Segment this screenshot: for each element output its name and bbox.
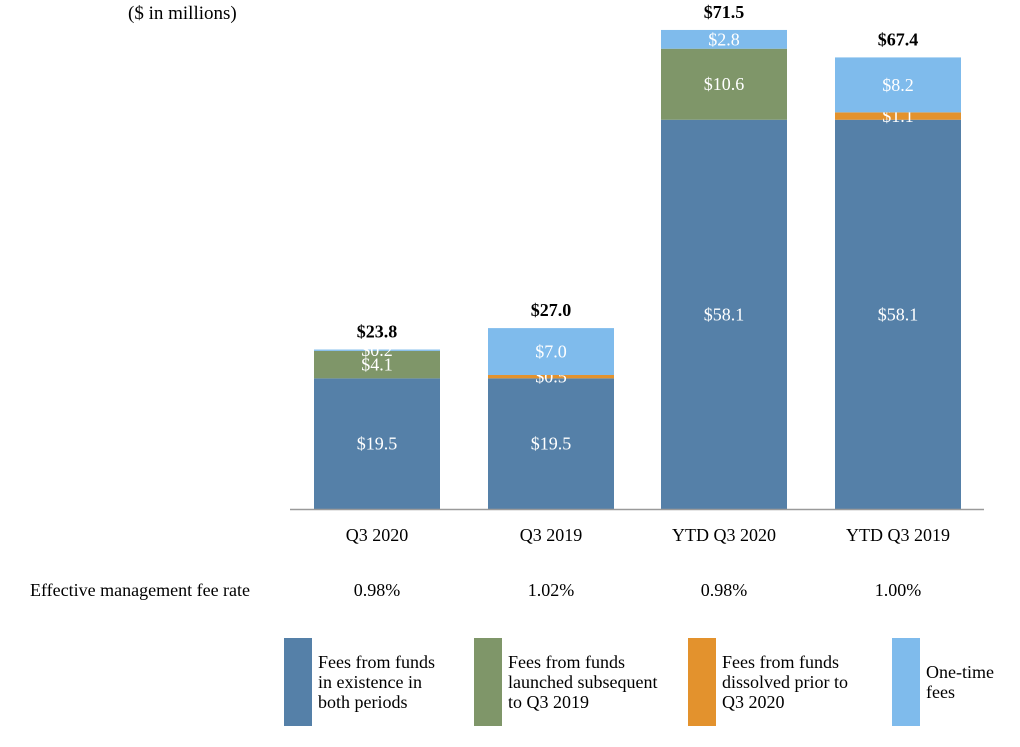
category-tick-label: Q3 2020 <box>346 525 409 545</box>
segment-value-label: $19.5 <box>357 434 398 454</box>
fee-rate-q3-2019: 1.02% <box>527 580 575 600</box>
bar-segment <box>488 375 614 379</box>
bar-segment <box>835 119 961 509</box>
category-tick-label: Q3 2019 <box>520 525 583 545</box>
legend-swatch <box>284 638 312 726</box>
bar-total-label: $27.0 <box>531 300 572 320</box>
segment-value-label: $58.1 <box>878 304 919 324</box>
bar-segment <box>661 48 787 120</box>
legend-text: Fees from funds launched subsequent to Q… <box>508 652 658 712</box>
segment-value-label: $7.0 <box>535 342 567 362</box>
bar-segment <box>835 112 961 120</box>
bar-segment <box>314 350 440 379</box>
bar-segment <box>488 328 614 375</box>
bar-segment <box>314 349 440 351</box>
bar-total-label: $71.5 <box>704 2 745 22</box>
bar-segment <box>661 29 787 49</box>
legend-text: Fees from funds dissolved prior to Q3 20… <box>722 652 848 712</box>
segment-value-label: $2.8 <box>708 29 740 49</box>
bar-segment <box>835 57 961 113</box>
bar-total-label: $67.4 <box>878 29 919 49</box>
segment-value-label: $10.6 <box>704 74 745 94</box>
segment-value-label: $19.5 <box>531 434 572 454</box>
stacked-bar-chart: $19.5$4.1$0.2$23.8Q3 2020$19.5$0.5$7.0$2… <box>290 2 984 545</box>
legend-text: Fees from funds in existence in both per… <box>318 652 435 712</box>
segment-value-label: $0.2 <box>361 340 393 360</box>
bar-segment <box>661 119 787 509</box>
category-tick-label: YTD Q3 2019 <box>846 525 950 545</box>
fee-rate-q3-2020: 0.98% <box>353 580 401 600</box>
legend-swatch <box>688 638 716 726</box>
bar-total-label: $23.8 <box>357 322 398 342</box>
segment-value-label: $58.1 <box>704 304 745 324</box>
legend-swatch <box>474 638 502 726</box>
bar-segment <box>314 378 440 509</box>
category-tick-label: YTD Q3 2020 <box>672 525 776 545</box>
legend-swatch <box>892 638 920 726</box>
fee-rate-ytd-q3-2020: 0.98% <box>700 580 748 600</box>
fee-rate-label: Effective management fee rate <box>30 580 251 600</box>
fee-rate-ytd-q3-2019: 1.00% <box>874 580 922 600</box>
bar-segment <box>488 378 614 509</box>
segment-value-label: $8.2 <box>882 75 914 95</box>
legend-text: One-time fees <box>926 662 994 702</box>
segment-value-label: $4.1 <box>361 355 393 375</box>
unit-label: ($ in millions) <box>128 3 237 24</box>
